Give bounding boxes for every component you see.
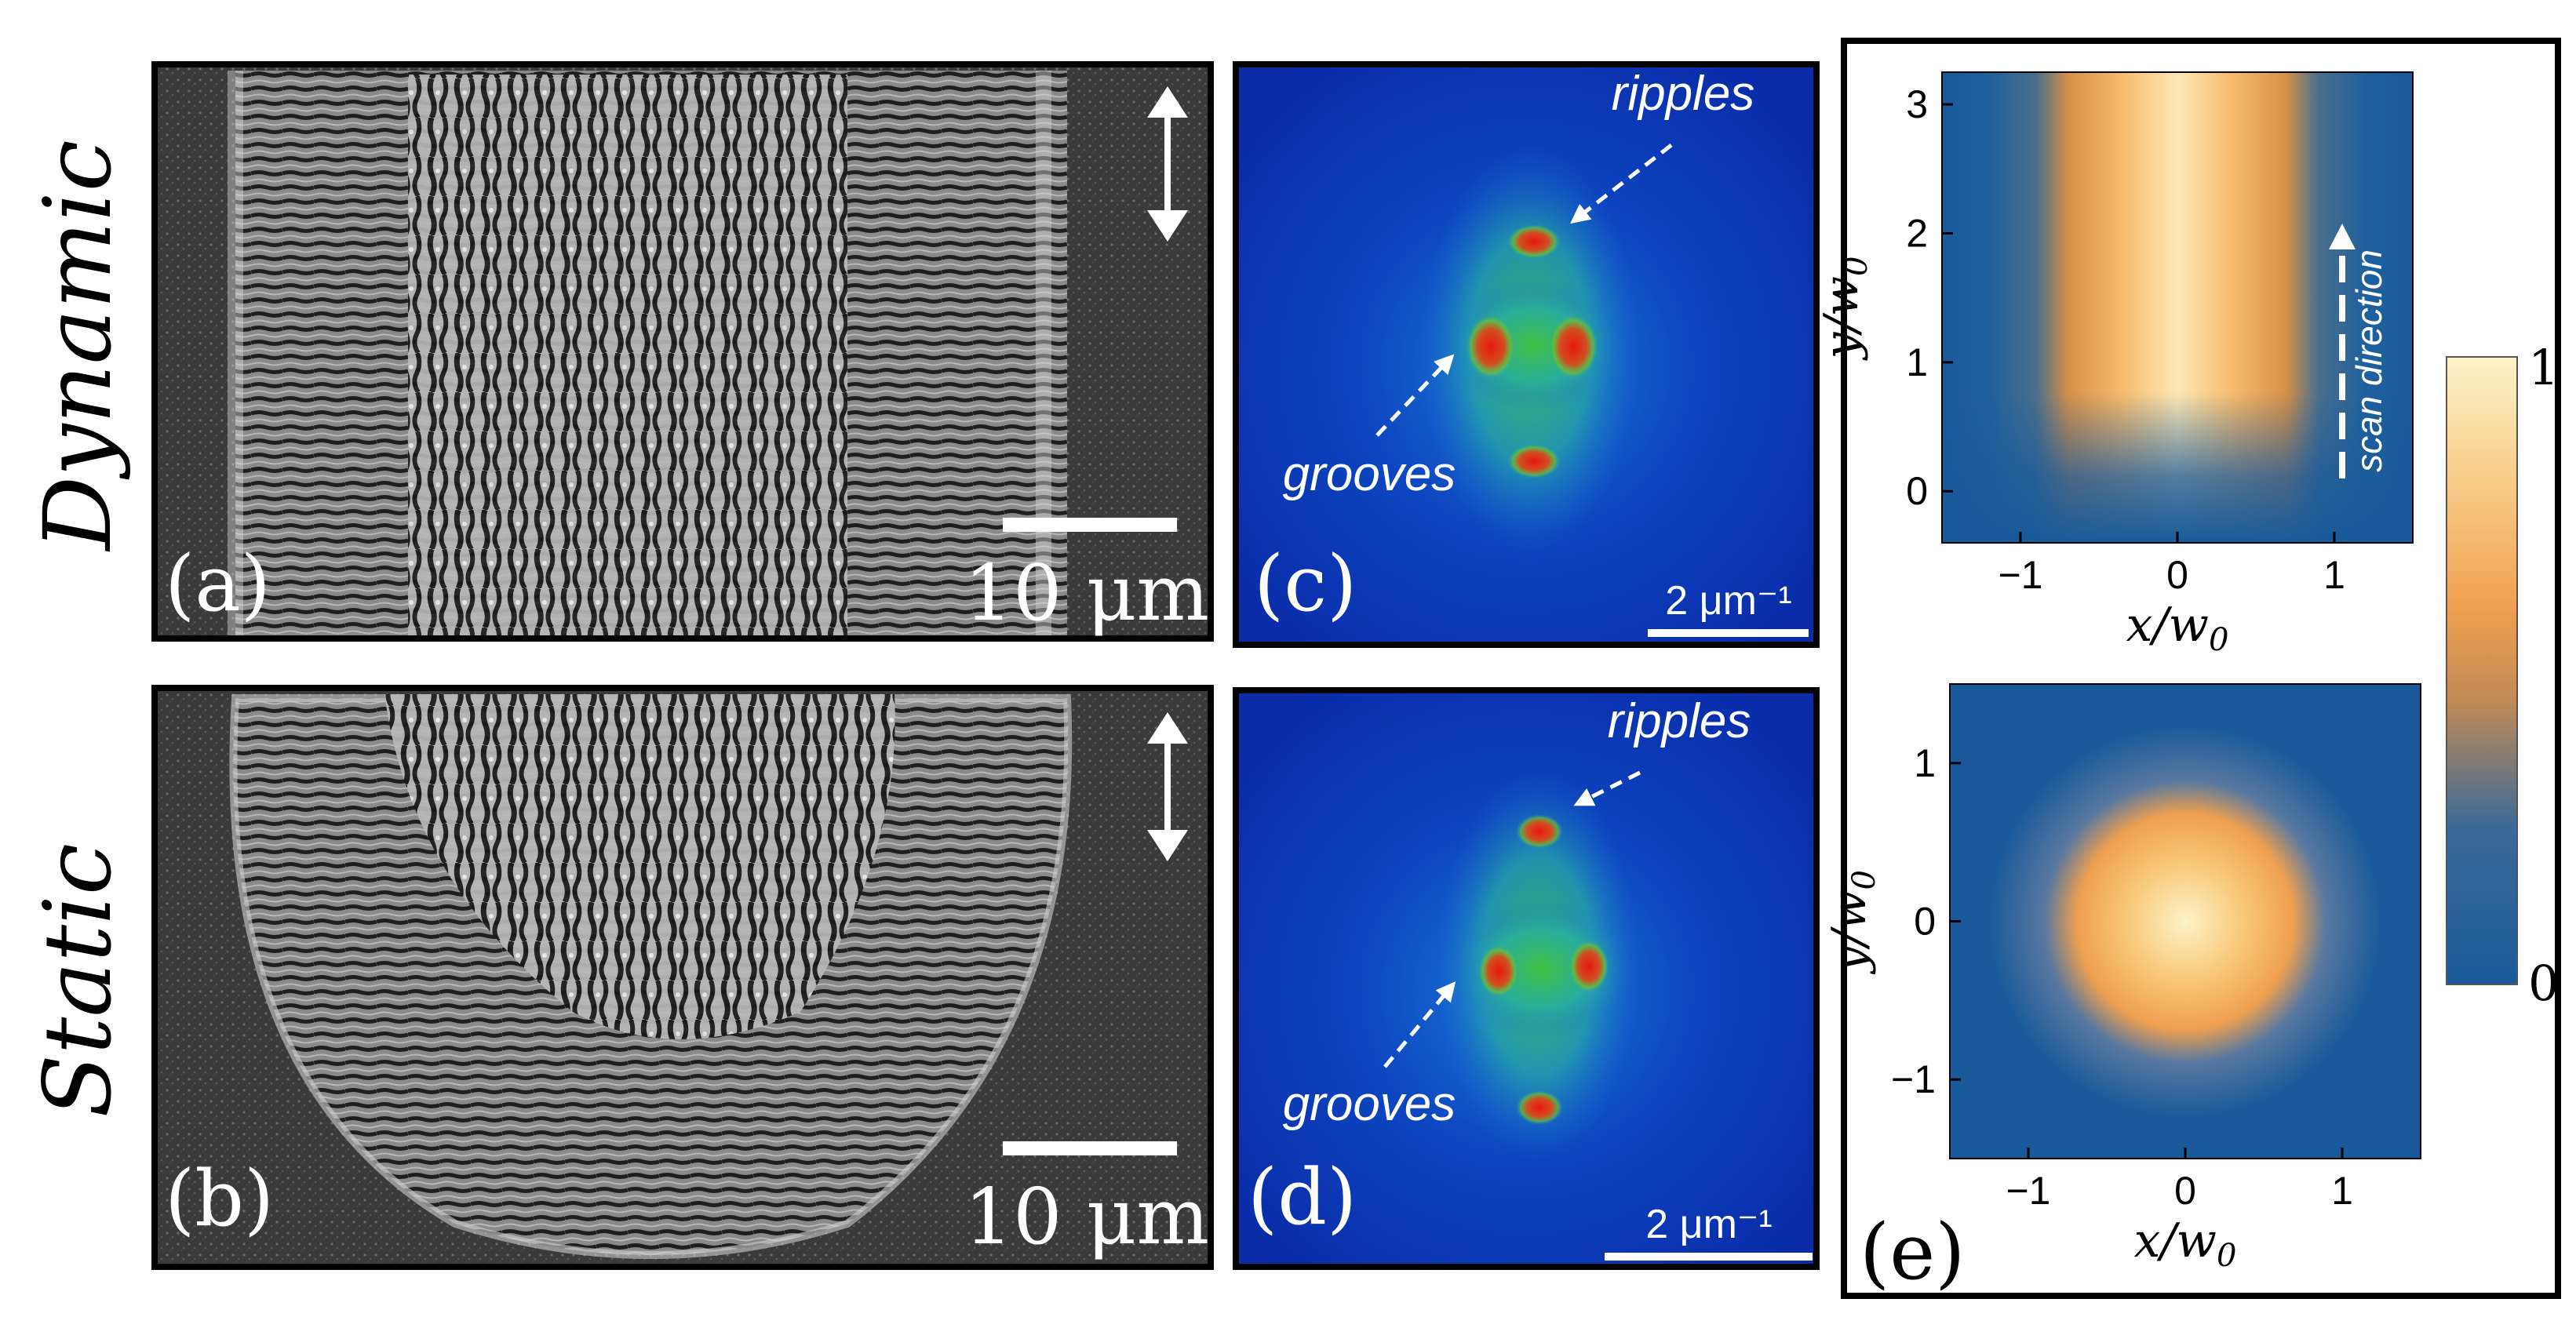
annotation-ripples-c: ripples [1612,67,1755,121]
panel-label-a: (a) [165,540,271,629]
beam-spot [1989,726,2381,1118]
y-tick-label: −1 [1891,1057,1936,1101]
y-tick-label: 0 [1906,469,1928,513]
fft-peak-right-d [1569,940,1609,993]
panel-d: ripples grooves 2 μm⁻¹ (d) [1233,687,1820,1270]
scalebar-a [1003,518,1177,532]
fft-peak-right-c [1548,314,1598,380]
scalebar-label-c: 2 μm⁻¹ [1665,578,1791,624]
x-tick-label: 0 [2166,553,2188,597]
x-tick-label: 1 [2323,553,2345,597]
heatmap-dynamic: scan direction −1 0 1 0 1 2 3 x/w0 y/w0 [1814,71,2414,658]
scalebar-d [1605,1253,1813,1261]
x-tick-label: −1 [1998,553,2042,597]
annotation-grooves-c: grooves [1283,447,1456,501]
polarization-arrow-a [1147,86,1188,242]
fft-peak-top-d [1516,814,1563,849]
row-label-dynamic: Dynamic [24,140,132,551]
x-tick-label: 1 [2331,1169,2353,1213]
y-axis-label-top: y/w0 [1814,257,1875,362]
polarization-arrow-b [1147,712,1188,861]
annotation-grooves-d: grooves [1283,1077,1456,1131]
x-tick-label: 0 [2174,1169,2196,1213]
fft-peak-bottom-d [1516,1090,1563,1125]
scalebar-label-b: 10 μm [964,1173,1209,1262]
panel-label-e: (e) [1860,1208,1965,1297]
scalebar-label-a: 10 μm [964,549,1209,639]
y-tick-label: 3 [1906,82,1928,126]
fft-peak-left-c [1466,314,1516,380]
panel-c: ripples grooves 2 μm⁻¹ (c) [1233,61,1820,648]
row-label-static: Static [24,843,132,1118]
y-tick-label: 2 [1906,211,1928,255]
fft-peak-left-d [1478,944,1519,998]
x-tick-label: −1 [2006,1169,2050,1213]
panel-b: 10 μm (b) [151,685,1214,1270]
fft-peak-bottom-c [1507,444,1561,478]
scan-direction-label: scan direction [2348,249,2389,472]
colorbar-min-label: 0 [2528,955,2559,1012]
x-axis-label-bottom: x/w0 [2134,1213,2237,1274]
scalebar-label-d: 2 μm⁻¹ [1645,1202,1772,1247]
panel-label-b: (b) [165,1155,274,1244]
panel-label-d: (d) [1248,1153,1357,1242]
y-tick-label: 1 [1914,741,1936,785]
y-tick-label: 1 [1906,340,1928,384]
scan-direction-arrow [2329,224,2356,478]
heatmap-static: −1 0 1 −1 0 1 x/w0 y/w0 [1822,683,2421,1274]
panel-label-c: (c) [1254,540,1357,629]
panel-a: 10 μm (a) [151,61,1214,642]
scalebar-c [1648,629,1809,637]
annotation-ripples-d: ripples [1608,694,1751,748]
colorbar-max-label: 1 [2528,339,2559,396]
colorbar: 1 0 [2446,339,2559,1012]
y-axis-label-bottom: y/w0 [1822,870,1882,975]
fft-peak-top-c [1507,224,1561,259]
x-axis-label-top: x/w0 [2126,598,2229,658]
scalebar-b [1003,1141,1177,1155]
y-tick-label: 0 [1914,900,1936,944]
